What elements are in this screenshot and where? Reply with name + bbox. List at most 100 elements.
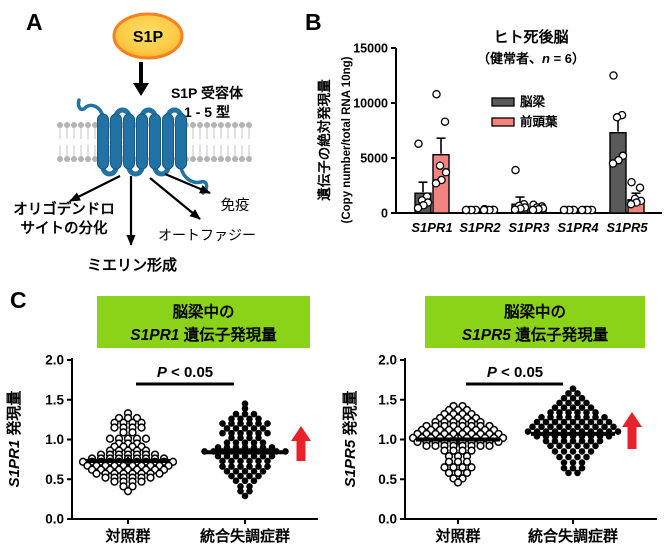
data-point-filled	[547, 423, 554, 431]
data-point-filled	[237, 472, 244, 480]
lipid-head	[218, 156, 224, 162]
data-point-filled	[556, 453, 563, 461]
panel-a-diagram: A S1P S1P 受容体 1 - 5 型	[13, 9, 256, 274]
lipid-head	[85, 122, 91, 128]
lipid-head	[64, 156, 70, 162]
data-point-open	[431, 441, 440, 451]
data-point-filled	[574, 409, 581, 416]
data-point-open	[449, 446, 458, 455]
lipid-head	[232, 122, 238, 128]
c-group-label: 統合失調症群	[200, 527, 290, 545]
data-point-open	[110, 423, 119, 432]
data-point-open	[128, 428, 137, 437]
data-point-filled	[569, 385, 577, 392]
tm-helix	[162, 113, 174, 170]
data-point-filled	[538, 423, 545, 431]
outcome-autophagy: オートファジー	[158, 227, 256, 243]
bar	[609, 131, 627, 214]
c-ylabel: S1PR1 発現量	[5, 391, 23, 488]
data-point-filled	[565, 413, 572, 421]
data-point-filled	[241, 477, 249, 485]
data-point-filled	[524, 428, 532, 435]
lipid-head	[190, 156, 196, 162]
data-point-open	[132, 413, 142, 423]
data-point-filled	[232, 410, 240, 418]
data-point-open	[462, 468, 472, 478]
c-y-tick-label: 2.0	[378, 353, 397, 368]
data-point-filled	[569, 459, 577, 466]
data-point-filled	[232, 425, 240, 432]
b-y-tick-label: 10000	[353, 97, 388, 111]
data-point-filled	[578, 459, 586, 466]
data-point-open	[137, 477, 146, 486]
c-group-label: 対照群	[104, 527, 150, 545]
lipid-head	[225, 122, 231, 128]
data-point-filled	[259, 439, 267, 446]
data-point-filled	[569, 418, 577, 426]
data-point-filled	[592, 409, 599, 416]
data-point-filled	[547, 409, 554, 416]
header-line2: S1PR5 遺伝子発現量	[462, 325, 609, 344]
data-point-filled	[601, 413, 608, 421]
data-point-filled	[533, 418, 541, 426]
b-y-tick-label: 5000	[360, 152, 388, 166]
data-point-filled	[237, 487, 244, 495]
lipid-head	[57, 156, 63, 162]
b-subtitle: （健常者、n = 6）	[477, 51, 585, 66]
data-point-open	[119, 482, 128, 491]
tm-helix	[175, 113, 187, 170]
data-point-open	[467, 446, 476, 455]
data-point-filled	[614, 428, 622, 435]
lipid-head	[218, 122, 224, 128]
data-point	[510, 205, 520, 214]
data-point	[609, 71, 618, 80]
p-value-label: P < 0.05	[157, 364, 213, 381]
data-point-filled	[569, 394, 577, 402]
data-point-filled	[551, 418, 559, 426]
lipid-head	[92, 156, 98, 162]
data-point-filled	[556, 442, 563, 450]
data-point-filled	[264, 457, 271, 465]
c-y-tick-label: 1.0	[45, 432, 64, 447]
data-point-filled	[587, 404, 595, 411]
lipid-head	[71, 156, 77, 162]
c-y-tick-label: 2.0	[45, 353, 64, 368]
data-point-open	[476, 441, 485, 451]
s1p-ligand-label: S1P	[133, 29, 164, 46]
data-point-filled	[237, 463, 244, 470]
data-point-filled	[246, 415, 253, 423]
data-point-filled	[214, 452, 222, 460]
data-point-filled	[592, 423, 599, 431]
increase-arrow	[622, 412, 642, 449]
lipid-head	[204, 122, 210, 128]
data-point-filled	[560, 404, 568, 411]
data-point-filled	[241, 405, 249, 412]
data-point-filled	[237, 457, 244, 465]
c-y-tick-label: 1.5	[45, 392, 64, 407]
lipid-head	[204, 156, 210, 162]
data-point	[479, 205, 489, 215]
header-line1: 脳梁中の	[504, 302, 566, 321]
data-point-filled	[264, 429, 271, 437]
data-point-filled	[219, 420, 226, 427]
data-point	[528, 205, 538, 215]
data-point-filled	[259, 468, 267, 475]
data-point-filled	[578, 464, 586, 472]
data-point-open	[155, 469, 164, 478]
panel-b-bar-chart: B ヒト死後脳 （健常者、n = 6） 遺伝子の絶対発現量 (Copy number/…	[305, 9, 662, 235]
data-point-filled	[578, 418, 586, 426]
data-point-open	[485, 441, 494, 451]
data-point-open	[123, 487, 133, 496]
data-point-filled	[255, 429, 262, 437]
outcome-oligodendrocyte-line2: サイトの分化	[21, 219, 108, 237]
data-point-filled	[560, 459, 568, 466]
data-point-filled	[237, 429, 244, 437]
data-point	[511, 165, 520, 175]
data-point-filled	[583, 413, 590, 421]
lipid-head	[232, 156, 238, 162]
data-point-filled	[246, 472, 253, 480]
data-point-filled	[565, 390, 572, 397]
data-point-filled	[250, 477, 258, 485]
data-point-filled	[551, 437, 559, 445]
data-point-filled	[223, 452, 231, 460]
